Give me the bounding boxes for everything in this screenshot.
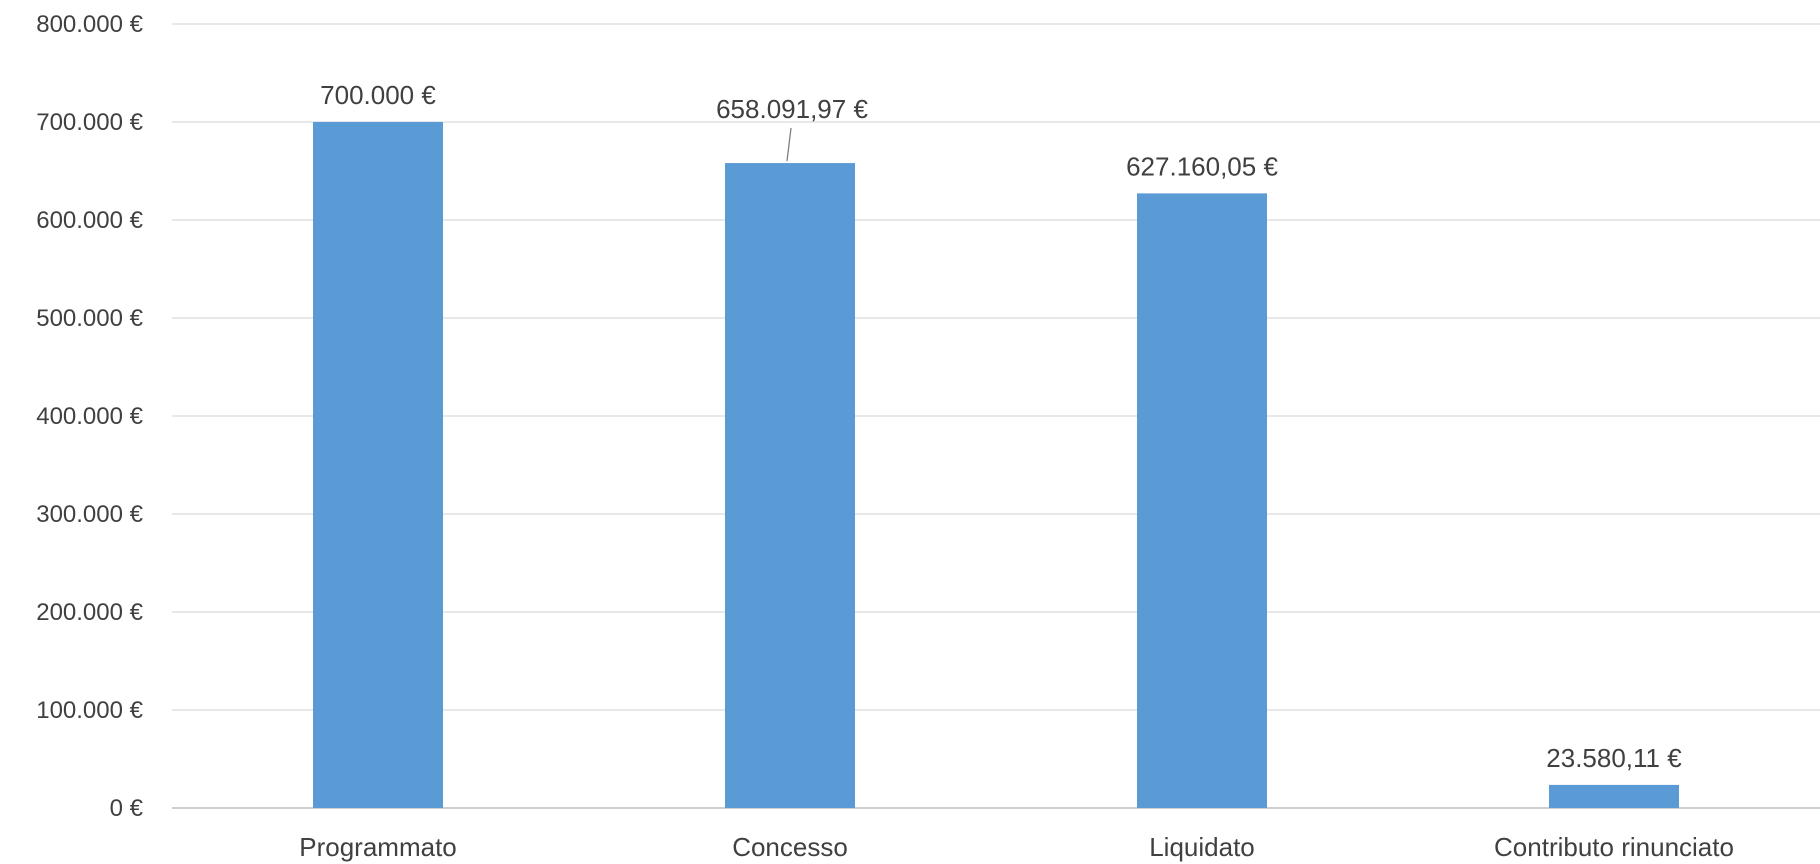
data-label: 658.091,97 € — [716, 94, 868, 124]
y-tick-label: 200.000 € — [36, 599, 143, 626]
gridlines — [172, 23, 1820, 809]
data-label: 700.000 € — [320, 80, 436, 110]
x-category-label: Liquidato — [1149, 832, 1255, 862]
bars — [313, 122, 1679, 808]
x-axis-category-labels: Programmato Concesso Liquidato Contributo r… — [299, 832, 1734, 862]
y-tick-label: 500.000 € — [36, 305, 143, 332]
y-tick-label: 300.000 € — [36, 501, 143, 528]
x-category-label: Contributo rinunciato — [1494, 832, 1734, 862]
data-labels: 700.000 € 658.091,97 € 627.160,05 € 23.580,… — [320, 80, 1682, 773]
y-tick-label: 0 € — [110, 795, 144, 822]
x-category-label: Concesso — [732, 832, 848, 862]
bar-concesso — [725, 163, 855, 808]
bar-contributo-rinunciato — [1549, 784, 1679, 808]
y-axis-tick-labels: 0 € 100.000 € 200.000 € 300.000 € 400.000 € 5… — [36, 11, 143, 822]
y-tick-label: 400.000 € — [36, 403, 143, 430]
data-label-leader-line — [786, 127, 792, 162]
x-category-label: Programmato — [299, 832, 457, 862]
data-label: 627.160,05 € — [1126, 151, 1278, 181]
bar-programmato — [313, 122, 443, 808]
y-tick-label: 800.000 € — [36, 11, 143, 38]
y-tick-label: 100.000 € — [36, 697, 143, 724]
y-tick-label: 600.000 € — [36, 207, 143, 234]
data-label: 23.580,11 € — [1546, 743, 1682, 773]
bar-liquidato — [1137, 193, 1267, 808]
y-tick-label: 700.000 € — [36, 109, 143, 136]
